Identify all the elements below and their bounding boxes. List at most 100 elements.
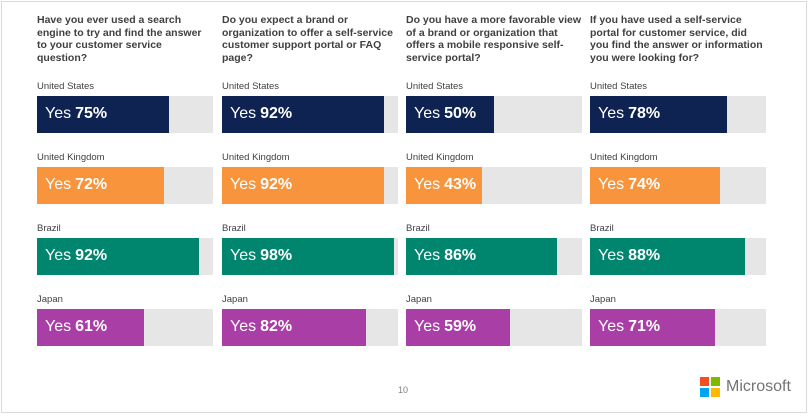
question-title: Have you ever used a search engine to tr… — [37, 14, 202, 64]
logo-square-yellow — [711, 388, 720, 397]
bar-track: Yes 86% — [406, 238, 582, 275]
bar — [590, 309, 715, 346]
percent-value: 59% — [444, 318, 477, 335]
bar — [590, 238, 745, 275]
answer-label: Yes — [45, 105, 72, 122]
percent-value: 50% — [444, 105, 477, 122]
percent-value: 78% — [628, 105, 661, 122]
country-label: Brazil — [590, 223, 614, 234]
bar-track: Yes 75% — [37, 96, 213, 133]
answer-label: Yes — [598, 105, 625, 122]
logo-square-blue — [700, 388, 709, 397]
data-label: Yes 59% — [414, 317, 476, 337]
answer-label: Yes — [45, 318, 72, 335]
data-label: Yes 78% — [598, 104, 660, 124]
data-label: Yes 71% — [598, 317, 660, 337]
logo-square-red — [700, 377, 709, 386]
country-label: Japan — [406, 294, 432, 305]
country-label: Japan — [590, 294, 616, 305]
answer-label: Yes — [230, 247, 257, 264]
question-column: Do you expect a brand or organization to… — [222, 14, 398, 346]
bar-track: Yes 88% — [590, 238, 766, 275]
percent-value: 92% — [260, 176, 293, 193]
answer-label: Yes — [230, 318, 257, 335]
bar-track: Yes 98% — [222, 238, 398, 275]
question-column: Have you ever used a search engine to tr… — [37, 14, 213, 346]
bar — [406, 167, 482, 204]
answer-label: Yes — [230, 176, 257, 193]
bar-track: Yes 92% — [222, 96, 398, 133]
percent-value: 71% — [628, 318, 661, 335]
percent-value: 92% — [260, 105, 293, 122]
question-title: If you have used a self-service portal f… — [590, 14, 763, 64]
country-label: Japan — [37, 294, 63, 305]
bar-track: Yes 50% — [406, 96, 582, 133]
country-label: United Kingdom — [590, 152, 658, 163]
data-label: Yes 72% — [45, 175, 107, 195]
percent-value: 86% — [444, 247, 477, 264]
answer-label: Yes — [45, 176, 72, 193]
percent-value: 88% — [628, 247, 661, 264]
logo-square-green — [711, 377, 720, 386]
answer-label: Yes — [598, 318, 625, 335]
bar — [406, 96, 494, 133]
country-label: Japan — [222, 294, 248, 305]
bar — [222, 238, 394, 275]
bar — [590, 167, 720, 204]
question-column: Do you have a more favorable view of a b… — [406, 14, 582, 346]
answer-label: Yes — [45, 247, 72, 264]
data-label: Yes 92% — [230, 175, 292, 195]
country-label: Brazil — [406, 223, 430, 234]
bar-track: Yes 82% — [222, 309, 398, 346]
answer-label: Yes — [230, 105, 257, 122]
country-label: United Kingdom — [37, 152, 105, 163]
country-label: United States — [590, 81, 648, 92]
bar — [37, 96, 169, 133]
country-label: Brazil — [37, 223, 61, 234]
data-label: Yes 88% — [598, 246, 660, 266]
data-label: Yes 43% — [414, 175, 476, 195]
bar-track: Yes 74% — [590, 167, 766, 204]
country-label: United States — [37, 81, 95, 92]
data-label: Yes 82% — [230, 317, 292, 337]
answer-label: Yes — [598, 176, 625, 193]
percent-value: 74% — [628, 176, 661, 193]
bar — [406, 309, 510, 346]
page-number: 10 — [398, 385, 409, 395]
data-label: Yes 75% — [45, 104, 107, 124]
bar-track: Yes 71% — [590, 309, 766, 346]
answer-label: Yes — [598, 247, 625, 264]
microsoft-wordmark: Microsoft — [726, 378, 791, 395]
percent-value: 75% — [75, 105, 108, 122]
percent-value: 43% — [444, 176, 477, 193]
country-label: United Kingdom — [406, 152, 474, 163]
data-label: Yes 98% — [230, 246, 292, 266]
bar — [590, 96, 727, 133]
percent-value: 61% — [75, 318, 108, 335]
bar-track: Yes 92% — [222, 167, 398, 204]
data-label: Yes 61% — [45, 317, 107, 337]
bar — [222, 309, 366, 346]
bar-track: Yes 43% — [406, 167, 582, 204]
bar — [37, 309, 144, 346]
percent-value: 72% — [75, 176, 108, 193]
data-label: Yes 92% — [45, 246, 107, 266]
data-label: Yes 92% — [230, 104, 292, 124]
answer-label: Yes — [414, 247, 441, 264]
data-label: Yes 74% — [598, 175, 660, 195]
percent-value: 92% — [75, 247, 108, 264]
bar — [406, 238, 557, 275]
answer-label: Yes — [414, 318, 441, 335]
answer-label: Yes — [414, 176, 441, 193]
question-column: If you have used a self-service portal f… — [590, 14, 766, 346]
microsoft-logo-icon — [700, 377, 720, 397]
answer-label: Yes — [414, 105, 441, 122]
bar-track: Yes 92% — [37, 238, 213, 275]
bar — [222, 167, 384, 204]
country-label: United States — [222, 81, 280, 92]
bar — [222, 96, 384, 133]
question-title: Do you expect a brand or organization to… — [222, 14, 393, 64]
country-label: United States — [406, 81, 464, 92]
data-label: Yes 86% — [414, 246, 476, 266]
